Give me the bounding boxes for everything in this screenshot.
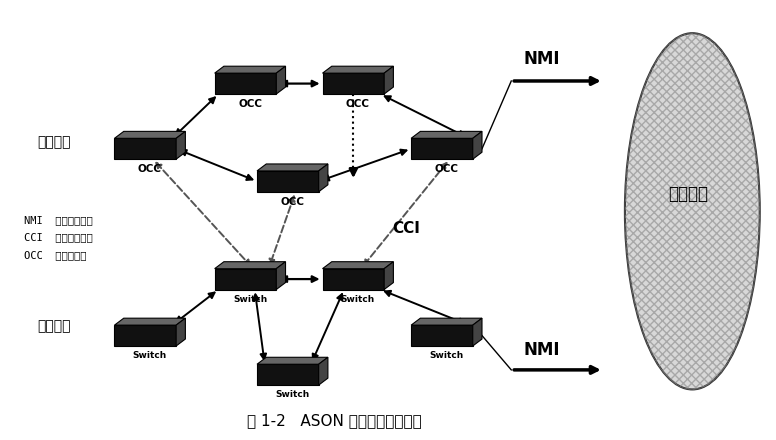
Polygon shape	[411, 325, 473, 346]
Polygon shape	[257, 164, 328, 171]
Polygon shape	[319, 357, 328, 385]
Text: OCC: OCC	[346, 99, 370, 109]
Polygon shape	[323, 262, 393, 269]
Polygon shape	[115, 132, 185, 138]
Text: Switch: Switch	[341, 295, 375, 304]
Polygon shape	[473, 318, 482, 346]
Polygon shape	[276, 66, 286, 94]
Text: OCC: OCC	[280, 197, 304, 207]
Polygon shape	[115, 138, 176, 159]
Polygon shape	[257, 357, 328, 364]
Text: Switch: Switch	[429, 351, 464, 360]
Polygon shape	[323, 73, 384, 94]
Text: 管理平面: 管理平面	[668, 185, 708, 203]
Text: NMI  网络管理接口: NMI 网络管理接口	[24, 215, 93, 225]
Text: NMI: NMI	[524, 50, 560, 68]
Text: 图 1-2   ASON 逻辑总体体系架构: 图 1-2 ASON 逻辑总体体系架构	[247, 414, 421, 429]
Text: 业务平面: 业务平面	[37, 319, 71, 334]
Polygon shape	[384, 66, 393, 94]
Polygon shape	[323, 66, 393, 73]
Text: CCI: CCI	[392, 221, 420, 236]
Text: OCC  光连接控制: OCC 光连接控制	[24, 250, 87, 260]
Polygon shape	[115, 325, 176, 346]
Polygon shape	[215, 262, 286, 269]
Text: OCC: OCC	[435, 165, 459, 174]
Polygon shape	[411, 318, 482, 325]
Text: OCC: OCC	[238, 99, 262, 109]
Polygon shape	[115, 318, 185, 325]
Polygon shape	[215, 66, 286, 73]
Text: 控制平面: 控制平面	[37, 135, 71, 149]
Text: OCC: OCC	[138, 165, 162, 174]
Text: Switch: Switch	[133, 351, 167, 360]
Polygon shape	[411, 132, 482, 138]
Polygon shape	[257, 364, 319, 385]
Polygon shape	[257, 171, 319, 192]
Polygon shape	[319, 164, 328, 192]
Text: CCI  连接控制接口: CCI 连接控制接口	[24, 232, 93, 242]
Polygon shape	[384, 262, 393, 290]
Polygon shape	[176, 132, 185, 159]
Text: NMI: NMI	[524, 341, 560, 359]
Text: Switch: Switch	[233, 295, 267, 304]
Ellipse shape	[625, 33, 760, 389]
Polygon shape	[276, 262, 286, 290]
Polygon shape	[411, 138, 473, 159]
Polygon shape	[215, 73, 276, 94]
Polygon shape	[323, 269, 384, 290]
Text: Switch: Switch	[275, 390, 310, 400]
Polygon shape	[215, 269, 276, 290]
Polygon shape	[176, 318, 185, 346]
Polygon shape	[473, 132, 482, 159]
